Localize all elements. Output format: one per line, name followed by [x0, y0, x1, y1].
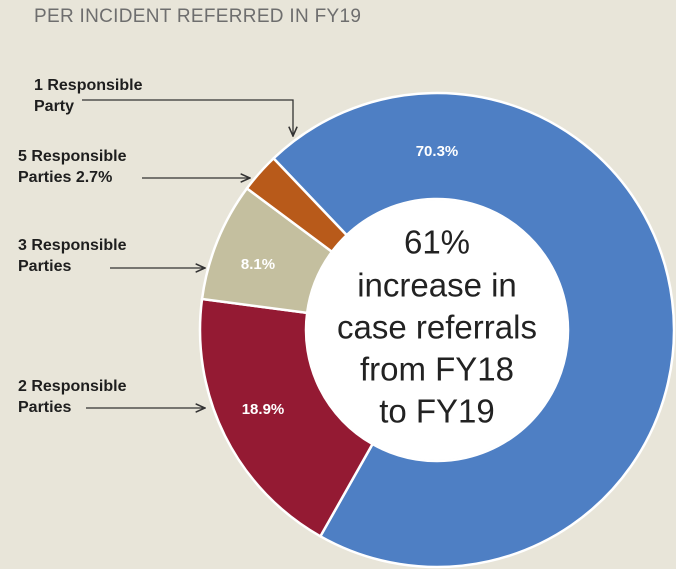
- category-label: 5 Responsible Parties 2.7%: [18, 146, 168, 188]
- category-name: 3 Responsible Parties: [18, 237, 127, 275]
- center-text: 61%: [404, 224, 470, 261]
- category-label: 3 Responsible Parties: [18, 235, 168, 277]
- center-text: increase in: [357, 267, 517, 304]
- center-text: to FY19: [379, 393, 495, 430]
- category-label: 2 Responsible Parties: [18, 376, 168, 418]
- donut-segment: [271, 91, 676, 569]
- value-label: 2.7%: [75, 169, 113, 186]
- value-label: 70.3%: [416, 143, 459, 160]
- category-name: 1 Responsible Party: [34, 77, 143, 115]
- center-text: case referrals: [337, 309, 537, 346]
- value-label: 18.9%: [242, 401, 285, 418]
- value-label: 8.1%: [241, 256, 275, 273]
- chart-title: PER INCIDENT REFERRED IN FY19: [34, 6, 362, 27]
- center-text: from FY18: [360, 351, 514, 388]
- leader-lines: [82, 99, 293, 408]
- category-name: 5 Responsible Parties: [18, 148, 127, 186]
- category-label: 1 Responsible Party: [34, 75, 164, 117]
- center-disc: [307, 200, 567, 460]
- category-name: 2 Responsible Parties: [18, 378, 127, 416]
- donut-segment: [245, 156, 349, 254]
- leader-line: [82, 99, 293, 136]
- donut-segment: [198, 297, 375, 539]
